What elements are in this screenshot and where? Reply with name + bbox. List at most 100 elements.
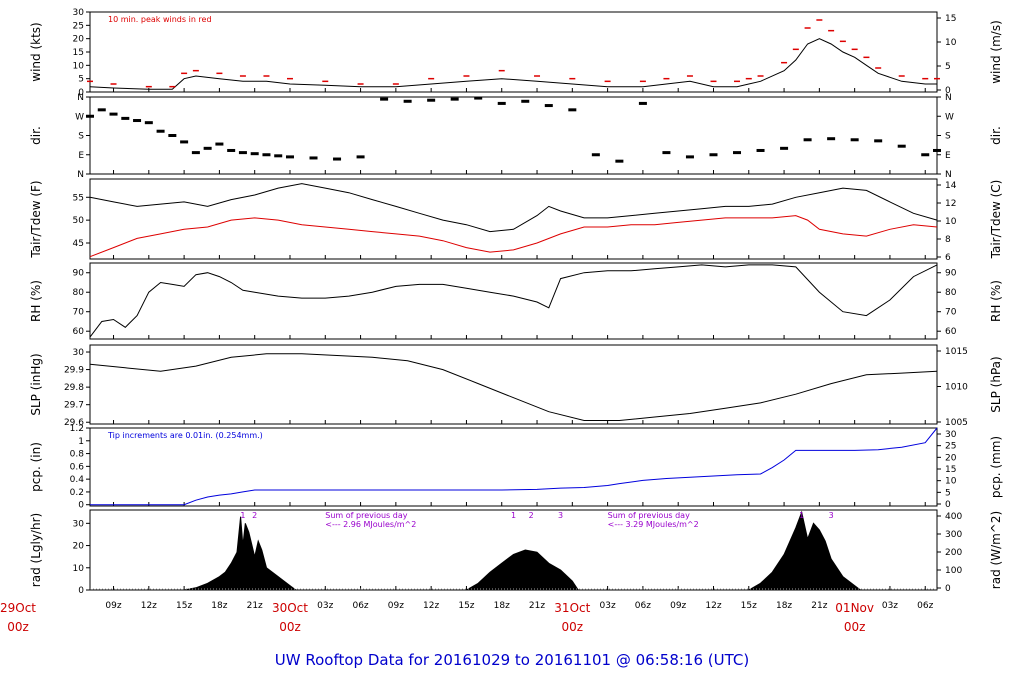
y-tick-label: W	[75, 112, 84, 122]
y-tick-label-right: 30	[945, 430, 957, 440]
dir-point	[227, 148, 236, 152]
dir-point	[497, 101, 506, 105]
y-tick-label: 30	[73, 519, 85, 529]
y-tick-label: S	[78, 132, 84, 142]
x-tick-label: 21z	[811, 601, 827, 611]
panel-frame	[89, 178, 938, 260]
temp-series-line	[89, 183, 938, 233]
y-tick-label: 80	[73, 288, 85, 298]
y-axis-label-right: SLP (hPa)	[989, 356, 1003, 412]
y-tick-label: 25	[73, 21, 84, 31]
y-tick-label: 29.8	[64, 383, 84, 393]
y-tick-label-right: 1005	[945, 418, 968, 428]
dir-point	[86, 114, 94, 118]
y-axis-label-right: dir.	[989, 126, 1003, 145]
pcp-series-line	[90, 427, 938, 506]
x-tick-label: 18z	[776, 601, 792, 611]
y-tick-label-right: 70	[945, 308, 957, 318]
dir-point	[333, 157, 342, 161]
y-axis-label: rad (Lgly/hr)	[29, 513, 43, 587]
y-tick-label-right: 300	[945, 530, 962, 540]
y-tick-label: 29.7	[64, 401, 84, 411]
y-tick-label: 0	[78, 88, 84, 98]
y-tick-label: 10	[73, 564, 85, 574]
y-tick-label: 45	[73, 239, 84, 249]
dir-point	[850, 138, 859, 142]
x-tick-label: 06z	[917, 601, 933, 611]
y-axis-label-right: rad (W/m^2)	[989, 511, 1003, 589]
day-label: 29Oct	[0, 601, 36, 615]
y-tick-label-right: 1015	[945, 347, 968, 357]
dir-point	[662, 151, 671, 155]
y-tick-label-right: 100	[945, 566, 962, 576]
x-tick-label: 12z	[141, 601, 157, 611]
y-tick-label-right: 25	[945, 442, 956, 452]
panel-rh: 60 70 80 90 60 70 80 90 RH (%) RH (%)	[29, 262, 1003, 340]
y-tick-label: 0	[78, 501, 84, 511]
dir-point	[638, 101, 647, 105]
x-tick-label: 18z	[211, 601, 227, 611]
dir-point	[121, 116, 130, 120]
x-tick-label: 06z	[635, 601, 651, 611]
dir-point	[380, 97, 389, 101]
x-tick-label: 09z	[670, 601, 686, 611]
y-tick-label: 0	[78, 586, 84, 596]
x-tick-label: 09z	[388, 601, 404, 611]
panel-frame	[89, 262, 938, 340]
x-tick-label: 12z	[705, 601, 721, 611]
dir-point	[250, 152, 259, 156]
day-zulu-label: 00z	[279, 620, 301, 634]
y-axis-label: wind (kts)	[29, 22, 43, 81]
y-tick-label: 5	[78, 75, 84, 85]
y-tick-label-right: E	[945, 151, 951, 161]
day-label: 31Oct	[554, 601, 590, 615]
panel-annotation: Tip increments are 0.01in. (0.254mm.)	[107, 431, 263, 440]
y-tick-label-right: W	[945, 112, 954, 122]
y-tick-label-right: 10	[945, 217, 957, 227]
dir-point	[156, 129, 165, 133]
y-tick-label-right: 14	[945, 181, 957, 191]
day-zulu-label: 00z	[562, 620, 584, 634]
dir-point	[144, 121, 153, 125]
day-zulu-label: 00z	[844, 620, 866, 634]
day-zulu-label: 00z	[7, 620, 29, 634]
dir-point	[403, 99, 412, 103]
x-tick-label: 15z	[176, 601, 192, 611]
y-tick-label: 20	[73, 35, 85, 45]
y-axis-label: dir.	[29, 126, 43, 145]
dir-point	[521, 99, 530, 103]
dir-point	[874, 139, 883, 143]
x-tick-label: 09z	[105, 601, 121, 611]
x-tick-label: 15z	[741, 601, 757, 611]
panel-frame	[89, 344, 938, 425]
dir-point	[356, 155, 365, 159]
dir-point	[921, 153, 930, 157]
radiation-annotation: Sum of previous day	[608, 511, 690, 520]
dir-point	[450, 97, 459, 101]
y-tick-label: 0.8	[70, 450, 85, 460]
dir-point	[203, 146, 212, 150]
y-tick-label-right: 80	[945, 288, 957, 298]
day-label: 01Nov	[835, 601, 874, 615]
day-label: 30Oct	[272, 601, 308, 615]
y-tick-label: 1	[78, 437, 84, 447]
y-tick-label: 55	[73, 193, 84, 203]
y-axis-label: SLP (inHg)	[29, 353, 43, 415]
x-tick-label: 03z	[317, 601, 333, 611]
y-tick-label-right: 200	[945, 548, 962, 558]
y-tick-label: 0.4	[70, 475, 85, 485]
panel-temp: 45 50 55 6 8 10 12 14 Tair/Tdew (F) Tair/Tdew (C)	[29, 178, 1003, 263]
y-tick-label-right: 60	[945, 327, 957, 337]
radiation-marker: 1	[240, 511, 245, 520]
y-tick-label-right: 8	[945, 235, 951, 245]
y-axis-label: RH (%)	[29, 280, 43, 322]
dir-point	[262, 153, 271, 157]
y-tick-label: 70	[73, 308, 85, 318]
panel-wind: 0 5 10 15 20 25 30 0 5 10 15 wind (kts) wind (m/s) 10…	[29, 8, 1003, 98]
dir-point	[897, 144, 906, 148]
panel-frame	[89, 96, 938, 175]
slp-series-line	[89, 353, 938, 421]
